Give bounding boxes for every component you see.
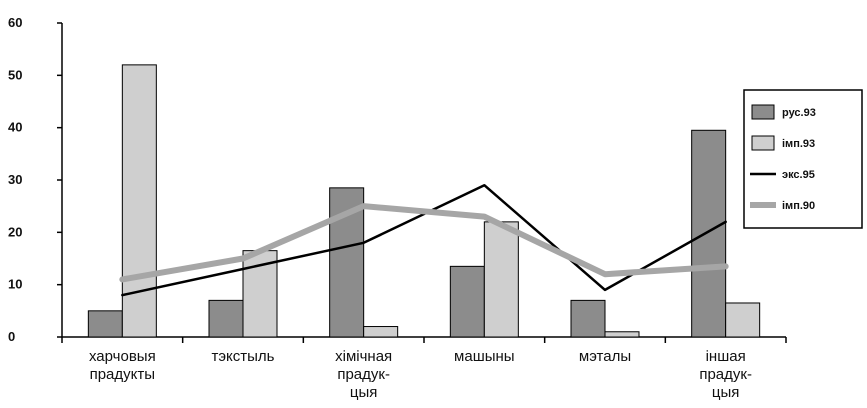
- legend-label: імп.90: [782, 200, 815, 212]
- legend-label: імп.93: [782, 138, 815, 150]
- y-tick-label: 0: [8, 329, 15, 344]
- x-tick-label: машыны: [454, 348, 515, 365]
- x-tick-label: тэкстыль: [212, 348, 275, 365]
- x-tick-label: мэталы: [579, 348, 631, 365]
- legend: рус.93 імп.93 экс.95 імп.90: [743, 89, 863, 229]
- y-tick-label: 30: [8, 172, 22, 187]
- bar-рус.93-1: [208, 299, 244, 338]
- legend-swatch-рус.93: [751, 104, 775, 120]
- y-tick-label: 50: [8, 67, 22, 82]
- y-tick-label: 60: [8, 15, 22, 30]
- y-axis: 0 10 20 30 40 50 60: [8, 15, 63, 344]
- y-tick-label: 20: [8, 224, 22, 239]
- bar-рус.93-2: [329, 187, 365, 338]
- bar-рус.93-4: [570, 299, 606, 338]
- bars: [87, 64, 761, 338]
- bar-імп.93-0: [121, 64, 157, 338]
- bar-імп.93-5: [725, 302, 761, 338]
- bar-імп.93-3: [483, 221, 519, 338]
- lines: [119, 183, 729, 297]
- y-tick-label: 10: [8, 277, 22, 292]
- y-tick-label: 40: [8, 120, 22, 135]
- bar-рус.93-5: [691, 129, 727, 338]
- x-axis: харчовыя прадукты тэкстыль хімічная прадук-ц…: [61, 336, 787, 401]
- bar-рус.93-3: [449, 265, 485, 338]
- x-tick-label: харчовыя прадукты: [89, 348, 156, 383]
- series-line-экс.95: [121, 183, 727, 297]
- legend-label: экс.95: [782, 169, 815, 181]
- x-tick-label: іншая прадук-цыя: [699, 348, 752, 401]
- x-tick-label: хімічная прадук-цыя: [335, 348, 392, 401]
- legend-label: рус.93: [782, 107, 816, 119]
- series-line-імп.90: [119, 203, 729, 283]
- bar-імп.93-4: [604, 331, 640, 338]
- bar-імп.93-2: [363, 326, 399, 338]
- bar-рус.93-0: [87, 310, 123, 338]
- legend-swatch-імп.93: [751, 135, 775, 151]
